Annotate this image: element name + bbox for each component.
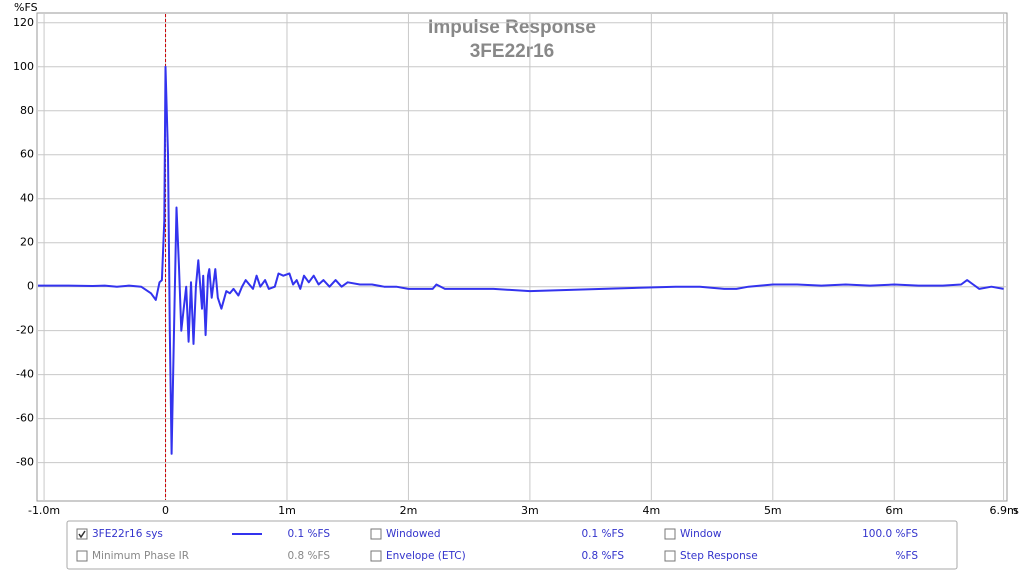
y-tick-label: 0 bbox=[27, 280, 34, 293]
x-tick-label: 5m bbox=[764, 504, 782, 517]
x-tick-label: 1m bbox=[278, 504, 296, 517]
y-tick-label: 80 bbox=[20, 104, 34, 117]
x-tick-label: -1.0m bbox=[28, 504, 60, 517]
y-tick-label: -20 bbox=[16, 324, 34, 337]
x-tick-label: 4m bbox=[642, 504, 660, 517]
legend-entry: Windowed bbox=[386, 528, 441, 540]
legend-panel bbox=[66, 520, 958, 570]
checkbox[interactable] bbox=[370, 550, 382, 562]
legend-value: 0.1 %FS bbox=[287, 528, 330, 540]
y-tick-label: -80 bbox=[16, 456, 34, 469]
y-tick-label: -60 bbox=[16, 412, 34, 425]
checkmark bbox=[78, 530, 86, 539]
legend-value: 100.0 %FS bbox=[862, 528, 918, 540]
checkbox[interactable] bbox=[664, 550, 676, 562]
chart-subtitle: 3FE22r16 bbox=[470, 41, 555, 62]
legend-entry: Envelope (ETC) bbox=[386, 550, 466, 562]
y-tick-label: -40 bbox=[16, 368, 34, 381]
y-tick-label: 20 bbox=[20, 236, 34, 249]
y-tick-label: 120 bbox=[13, 16, 34, 29]
checkbox[interactable] bbox=[76, 550, 88, 562]
y-axis-label: %FS bbox=[14, 1, 38, 14]
x-axis-label: s bbox=[1013, 504, 1019, 517]
chart-title: Impulse Response bbox=[428, 17, 596, 38]
y-tick-label: 60 bbox=[20, 148, 34, 161]
y-tick-label: 40 bbox=[20, 192, 34, 205]
series-line bbox=[38, 65, 1004, 455]
legend-value: 0.8 %FS bbox=[287, 550, 330, 562]
legend-entry: Minimum Phase IR bbox=[92, 550, 189, 562]
x-tick-label: 0 bbox=[162, 504, 169, 517]
plot-frame bbox=[36, 12, 1008, 502]
legend-entry: 3FE22r16 sys bbox=[92, 528, 163, 540]
legend-value: %FS bbox=[896, 550, 919, 562]
y-tick-label: 100 bbox=[13, 60, 34, 73]
x-tick-label: 6.9m bbox=[989, 504, 1017, 517]
legend-value: 0.1 %FS bbox=[581, 528, 624, 540]
checkbox[interactable] bbox=[76, 528, 88, 540]
legend-entry: Window bbox=[680, 528, 722, 540]
legend-entry: Step Response bbox=[680, 550, 758, 562]
legend-value: 0.8 %FS bbox=[581, 550, 624, 562]
x-tick-label: 3m bbox=[521, 504, 539, 517]
checkbox[interactable] bbox=[664, 528, 676, 540]
x-tick-label: 6m bbox=[885, 504, 903, 517]
x-tick-label: 2m bbox=[400, 504, 418, 517]
checkbox[interactable] bbox=[370, 528, 382, 540]
